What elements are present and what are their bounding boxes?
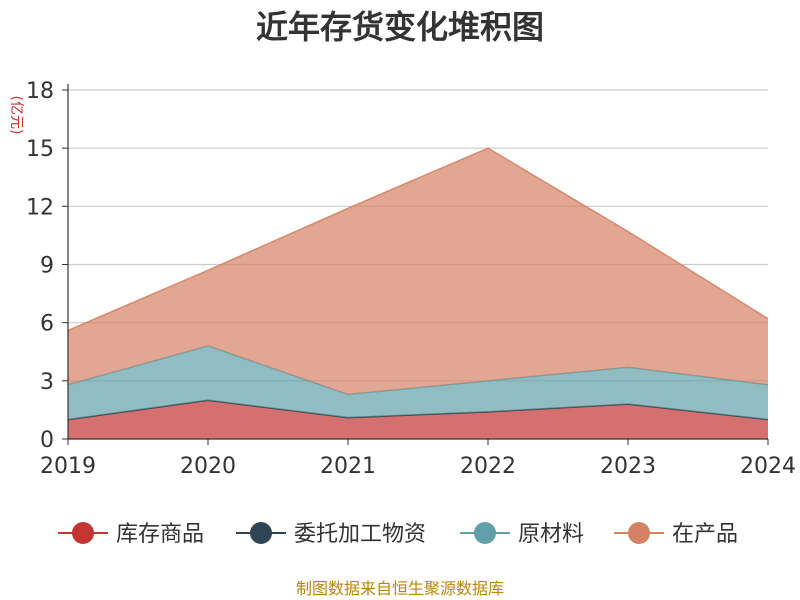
x-tick-label: 2022 xyxy=(460,454,516,479)
legend-circle-marker xyxy=(250,522,272,544)
x-tick-label: 2019 xyxy=(40,454,96,479)
y-tick-label: 18 xyxy=(26,79,54,104)
chart-title: 近年存货变化堆积图 xyxy=(256,8,544,46)
data-source-note: 制图数据来自恒生聚源数据库 xyxy=(296,579,504,598)
area-series-0 xyxy=(68,400,768,439)
legend-circle-marker xyxy=(628,522,650,544)
legend-label: 委托加工物资 xyxy=(294,522,426,547)
legend-item-0[interactable]: 库存商品 xyxy=(58,522,204,547)
y-tick-label: 0 xyxy=(40,428,54,453)
legend-label: 原材料 xyxy=(518,522,584,547)
area-series-group xyxy=(67,147,769,439)
area-series-line-3 xyxy=(67,147,769,332)
area-series-3 xyxy=(68,148,768,395)
y-tick-label: 9 xyxy=(40,254,54,279)
legend[interactable]: 库存商品 委托加工物资 原材料 在产品 xyxy=(58,522,738,547)
x-tick-label: 2023 xyxy=(600,454,656,479)
legend-item-1[interactable]: 委托加工物资 xyxy=(236,522,426,547)
area-series-2 xyxy=(68,345,768,420)
y-axis-unit-label: (亿元) xyxy=(8,96,24,135)
axes: 0 3 6 9 12 15 18 2019 2020 2021 2022 2023 2024 xyxy=(26,79,796,479)
legend-item-3[interactable]: 在产品 xyxy=(614,522,738,547)
legend-item-2[interactable]: 原材料 xyxy=(460,522,584,547)
legend-label: 库存商品 xyxy=(116,522,204,547)
legend-circle-marker xyxy=(72,522,94,544)
x-tick-label: 2024 xyxy=(740,454,796,479)
y-tick-label: 15 xyxy=(26,137,54,162)
y-tick-label: 3 xyxy=(40,370,54,395)
x-tick-label: 2020 xyxy=(180,454,236,479)
y-tick-label: 6 xyxy=(40,312,54,337)
x-tick-label: 2021 xyxy=(320,454,376,479)
y-tick-label: 12 xyxy=(26,195,54,220)
legend-circle-marker xyxy=(474,522,496,544)
legend-label: 在产品 xyxy=(672,522,738,547)
